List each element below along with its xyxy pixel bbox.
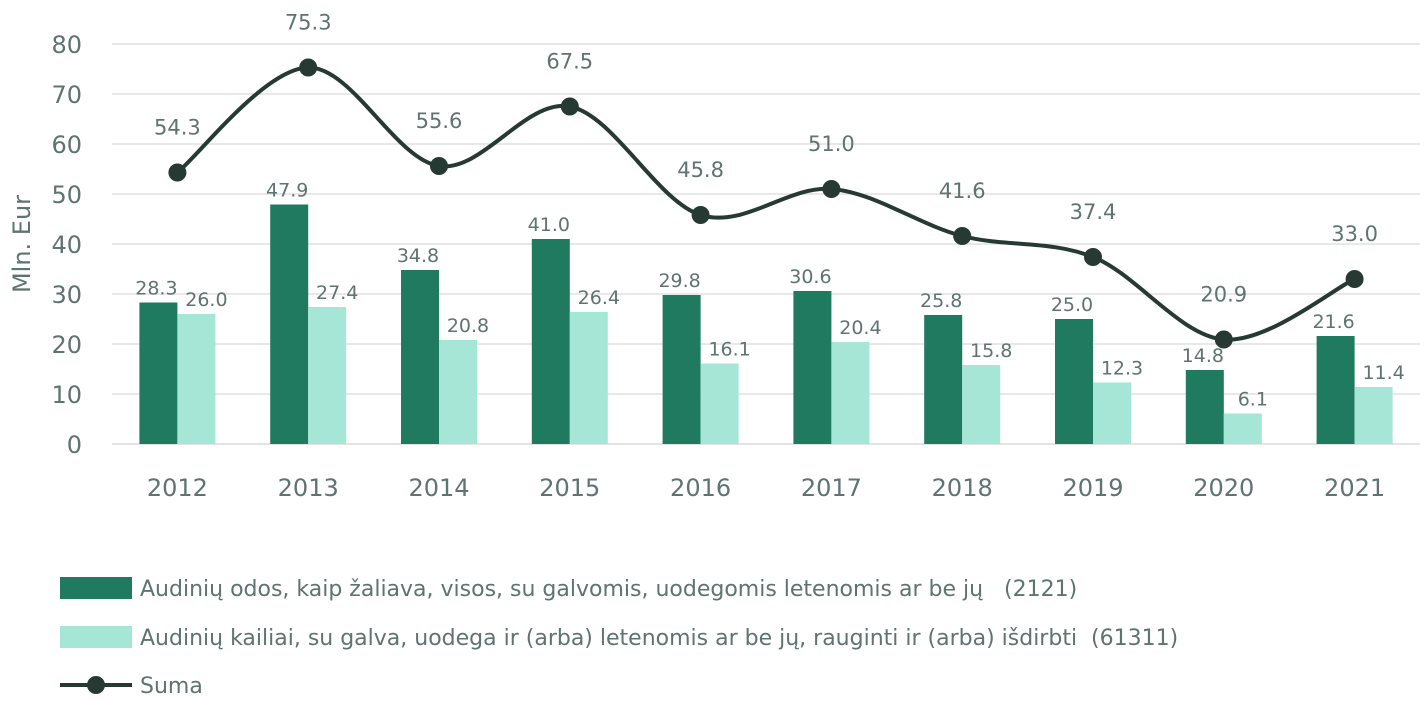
bar-odos (1316, 336, 1355, 444)
legend-label: Suma (140, 674, 203, 699)
bar-value-label: 21.6 (1312, 311, 1354, 333)
bar-kailiai (308, 307, 347, 444)
bar-kailiai (700, 363, 739, 444)
bar-value-label: 26.0 (185, 289, 227, 311)
bar-kailiai (569, 312, 608, 444)
sum-point (1084, 248, 1102, 266)
bar-value-label: 29.8 (658, 270, 700, 292)
bar-value-label: 41.0 (528, 214, 570, 236)
y-tick-label: 20 (51, 331, 82, 359)
sum-value-label: 75.3 (285, 11, 332, 35)
bar-odos (662, 295, 701, 444)
bar-value-label: 26.4 (578, 287, 620, 309)
bar-value-label: 6.1 (1238, 389, 1268, 411)
bar-kailiai (439, 340, 477, 444)
sum-value-label: 45.8 (677, 158, 724, 182)
bar-value-label: 20.4 (839, 317, 881, 339)
sum-line: 54.3 75.3 55.6 67.5 45.8 51.0 41.6 37.4 20.9 33.0 (154, 11, 1378, 349)
bar-value-label: 28.3 (135, 278, 177, 300)
sum-point (560, 97, 579, 116)
sum-point (1345, 270, 1364, 288)
sum-value-label: 37.4 (1070, 200, 1117, 224)
legend-label: Audinių odos, kaip žaliava, visos, su ga… (140, 577, 1077, 602)
bar-odos (531, 239, 570, 444)
sum-value-label: 20.9 (1200, 283, 1247, 307)
bar-value-label: 25.0 (1051, 294, 1093, 316)
bar-odos (793, 291, 832, 444)
x-tick-label: 2020 (1193, 474, 1254, 502)
sum-value-label: 51.0 (808, 132, 855, 156)
legend-label: Audinių kailiai, su galva, uodega ir (ar… (140, 626, 1178, 651)
bars (139, 204, 1393, 444)
x-tick-label: 2018 (932, 474, 993, 502)
bar-kailiai (1223, 413, 1262, 444)
x-tick-label: 2019 (1062, 474, 1123, 502)
x-tick-label: 2013 (278, 474, 339, 502)
x-tick-label: 2014 (408, 474, 469, 502)
sum-value-label: 54.3 (154, 116, 201, 140)
bar-odos (139, 302, 178, 444)
sum-point (953, 227, 972, 245)
sum-line-path (176, 65, 1356, 342)
bar-value-label: 12.3 (1101, 358, 1143, 380)
x-tick-label: 2015 (539, 474, 600, 502)
sum-point (168, 163, 187, 182)
x-tick-label: 2021 (1324, 474, 1385, 502)
bar-value-label: 30.6 (789, 266, 831, 288)
legend-swatch (60, 577, 132, 599)
legend: Audinių odos, kaip žaliava, visos, su ga… (60, 577, 1178, 699)
y-tick-label: 10 (51, 381, 82, 409)
bar-odos (401, 270, 439, 444)
y-tick-label: 70 (51, 81, 82, 109)
x-tick-label: 2016 (670, 474, 731, 502)
x-tick-label: 2017 (801, 474, 862, 502)
sum-point (299, 58, 318, 77)
y-tick-label: 60 (51, 131, 82, 159)
bar-kailiai (962, 365, 1001, 444)
bar-value-label: 47.9 (266, 180, 308, 202)
bar-value-label: 34.8 (397, 245, 439, 267)
bar-kailiai (831, 342, 870, 444)
legend-swatch (60, 626, 132, 648)
x-tick-label: 2012 (147, 474, 208, 502)
bar-value-labels: 28.3 47.9 34.8 41.0 29.8 30.6 25.8 25.0 14.8 21.6… (135, 180, 1405, 411)
bar-value-label: 16.1 (708, 339, 750, 361)
y-tick-label: 40 (51, 231, 82, 259)
y-tick-label: 0 (67, 431, 82, 459)
sum-point (430, 157, 448, 175)
y-tick-label: 50 (51, 181, 82, 209)
y-axis-title: Mln. Eur (8, 195, 36, 293)
sum-value-label: 67.5 (546, 50, 593, 74)
bar-value-label: 11.4 (1362, 362, 1404, 384)
bar-odos (924, 315, 963, 444)
bar-value-label: 15.8 (970, 340, 1012, 362)
x-axis-ticks: 2012 2013 2014 2015 2016 2017 2018 2019 2020 2021 (147, 474, 1385, 502)
y-tick-label: 30 (51, 281, 82, 309)
bar-value-label: 20.8 (447, 315, 489, 337)
bar-kailiai (177, 314, 216, 444)
bar-value-label: 27.4 (316, 282, 358, 304)
sum-value-label: 55.6 (416, 109, 463, 133)
bar-value-label: 14.8 (1182, 345, 1224, 367)
sum-value-label: 33.0 (1331, 222, 1378, 246)
sum-point (1214, 330, 1233, 349)
bar-kailiai (1354, 387, 1393, 444)
sum-point (822, 180, 841, 198)
bar-kailiai (1093, 382, 1131, 444)
y-tick-label: 80 (51, 31, 82, 59)
sum-value-label: 41.6 (939, 179, 986, 203)
legend-marker (87, 676, 105, 694)
bar-odos (1055, 319, 1093, 444)
sum-point (691, 206, 710, 224)
bar-value-label: 25.8 (920, 290, 962, 312)
y-axis-ticks: 0 10 20 30 40 50 60 70 80 (51, 31, 82, 459)
bar-odos (270, 204, 309, 444)
bar-odos (1185, 370, 1224, 444)
